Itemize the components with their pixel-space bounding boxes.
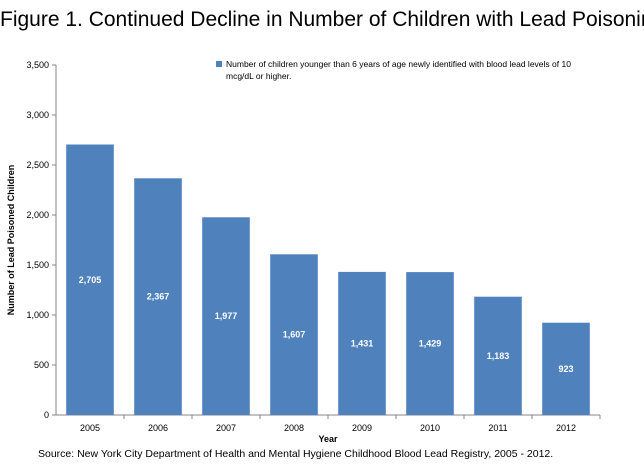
bar-value-label: 1,607 xyxy=(283,330,306,340)
x-tick-label: 2007 xyxy=(216,423,236,433)
x-tick-label: 2011 xyxy=(488,423,507,433)
bar-value-label: 1,431 xyxy=(351,338,374,348)
y-tick-label: 500 xyxy=(34,360,49,370)
legend-label: Number of children younger than 6 years … xyxy=(226,59,571,81)
x-tick-label: 2008 xyxy=(284,423,304,433)
bar xyxy=(202,217,250,415)
y-tick-label: 1,500 xyxy=(26,260,49,270)
figure-title: Figure 1. Continued Decline in Number of… xyxy=(0,8,644,31)
bars xyxy=(66,144,590,415)
bar xyxy=(134,178,182,415)
bar-value-label: 1,429 xyxy=(419,339,442,349)
bar-value-label: 2,367 xyxy=(147,292,170,302)
x-tick-label: 2005 xyxy=(80,423,100,433)
bar-value-label: 923 xyxy=(558,364,573,374)
bar-value-label: 2,705 xyxy=(79,275,102,285)
y-axis: 0 500 1,000 1,500 2,000 2,500 3,000 3,500 xyxy=(26,60,57,420)
y-tick-label: 2,000 xyxy=(26,210,49,220)
legend: Number of children younger than 6 years … xyxy=(216,59,571,81)
bar-value-label: 1,183 xyxy=(487,351,510,361)
y-tick-label: 0 xyxy=(44,410,49,420)
bar-value-label: 1,977 xyxy=(215,311,238,321)
bar xyxy=(474,296,522,415)
y-axis-title: Number of Lead Poisoned Children xyxy=(6,165,16,316)
y-tick-label: 2,500 xyxy=(26,160,49,170)
y-tick-label: 3,500 xyxy=(26,60,49,70)
bar xyxy=(66,144,114,415)
x-tick-label: 2009 xyxy=(352,423,372,433)
x-axis-title: Year xyxy=(318,434,338,444)
x-axis: 2005 2006 2007 2008 2009 2010 2011 2012 xyxy=(56,414,601,433)
x-tick-label: 2010 xyxy=(420,423,440,433)
bar-labels: 2,705 2,367 1,977 1,607 1,431 1,429 1,183 923 xyxy=(79,275,574,374)
bar xyxy=(270,254,318,415)
source-note: Source: New York City Department of Heal… xyxy=(38,448,554,460)
x-ticks: 2005 2006 2007 2008 2009 2010 2011 2012 xyxy=(80,415,601,433)
y-ticks: 0 500 1,000 1,500 2,000 2,500 3,000 3,500 xyxy=(26,60,56,420)
y-tick-label: 3,000 xyxy=(26,110,49,120)
x-tick-label: 2012 xyxy=(556,423,576,433)
bar xyxy=(542,322,590,415)
y-tick-label: 1,000 xyxy=(26,310,49,320)
bar xyxy=(406,272,454,415)
bar xyxy=(338,271,386,415)
x-tick-label: 2006 xyxy=(148,423,168,433)
legend-swatch xyxy=(216,61,222,67)
